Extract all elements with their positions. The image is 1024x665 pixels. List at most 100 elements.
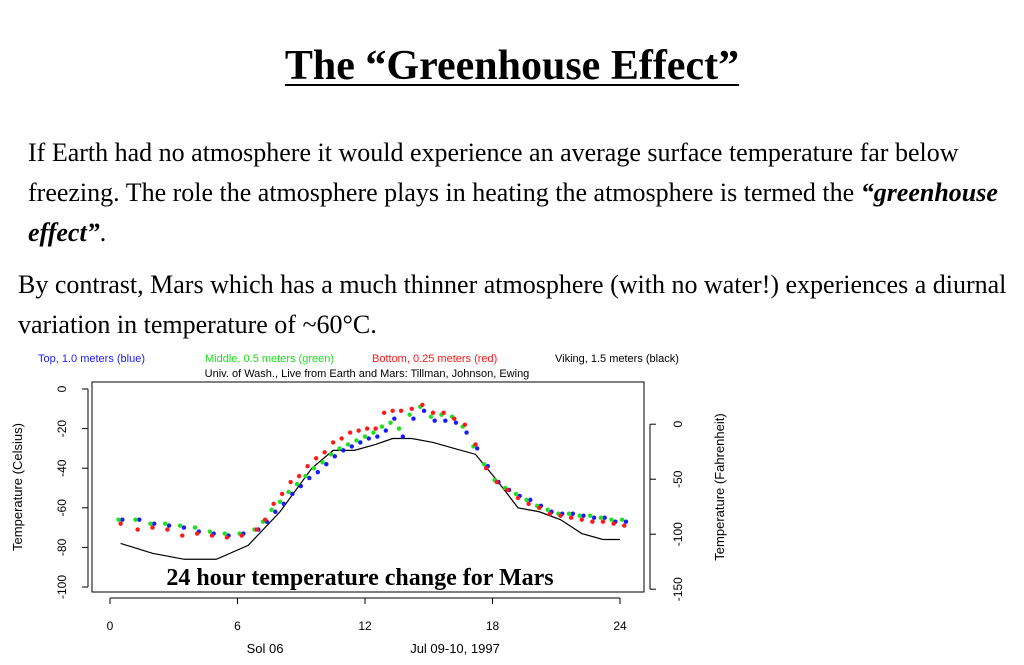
top-series-point [298,483,304,489]
top-series-point [349,444,355,449]
bottom-series-point [611,521,616,526]
y-tick-label: -100 [55,575,69,599]
middle-series-point [192,525,198,530]
bottom-series-point [420,402,425,408]
x-tick-label: 24 [613,619,627,633]
middle-series-point [513,491,519,497]
middle-series-point [345,442,351,447]
middle-series-point [320,460,325,465]
top-series-point [120,517,125,522]
middle-series-point [481,462,487,467]
x-axis-label-date: Jul 09-10, 1997 [410,641,500,656]
x-tick-label: 18 [486,619,500,633]
bottom-series-point [390,408,395,413]
bottom-series-point [505,487,510,493]
bottom-series-point [600,519,606,524]
top-series-point [443,418,448,423]
top-series-point [273,509,278,514]
bottom-series-point [515,495,521,501]
plot-frame [91,381,645,593]
bottom-series-point [356,428,361,433]
bottom-series-point [135,527,140,532]
y-tick-label: -80 [55,538,69,556]
bottom-series-point [194,531,200,536]
top-series-point [358,440,363,445]
middle-series-point [407,412,412,417]
bottom-series-point [373,426,378,431]
top-series-point [570,511,576,516]
top-series-point [383,428,389,433]
middle-series-point [207,529,213,534]
y2-tick-label: -150 [671,577,685,601]
x-tick-label: 12 [358,619,372,633]
bottom-series-point [165,527,170,532]
top-series-point [152,521,157,526]
bottom-series-point [296,473,302,479]
bottom-series-point [579,517,584,522]
x-tick-label: 0 [107,619,114,633]
bottom-series-point [279,491,285,497]
legend-bottom: Bottom, 0.25 meters (red) [372,353,497,365]
bottom-series-point [239,533,244,538]
bottom-series-point [381,410,387,415]
chart-subtitle: Univ. of Wash., Live from Earth and Mars… [205,368,530,380]
x-axis-label-sol: Sol 06 [247,641,284,656]
top-series-point [421,408,427,413]
y2-tick-label: -50 [671,470,685,488]
bottom-series-point [409,406,414,411]
greenhouse-effect-term: “greenhouse effect” [28,178,998,247]
top-series-point [591,515,597,520]
middle-series-point [354,438,359,443]
intro-paragraph: If Earth had no atmosphere it would expe… [28,133,1008,253]
middle-series-point [222,531,227,536]
bottom-series-point [622,523,627,528]
middle-series-point [133,517,138,522]
bottom-series-point [364,426,370,431]
x-tick-label: 6 [234,619,241,633]
bottom-series-point [209,533,215,538]
top-series-point [464,430,469,435]
top-series-point [623,519,629,524]
middle-series-point [598,515,604,520]
middle-series-point [311,466,317,471]
slide-title: The “Greenhouse Effect” [284,43,740,89]
y-axis-label-celsius: Temperature (Celsius) [10,423,25,551]
bottom-series-point [547,511,553,516]
top-series-point [528,497,533,503]
middle-series-point [588,513,593,518]
top-series-point [581,513,586,518]
bottom-series-point [288,479,293,485]
bottom-series-point [441,410,446,415]
mars-temperature-chart: Top, 1.0 meters (blue) Middle, 0.5 meter… [10,353,727,656]
bottom-series-point [339,436,344,441]
top-series-point [375,434,380,439]
y2-tick-label: 0 [671,421,685,428]
bottom-series-point [590,519,595,524]
bottom-series-point [558,513,563,518]
middle-series-point [294,481,300,487]
bottom-series-point [526,501,531,507]
middle-series-point [609,517,614,522]
top-series-point [290,491,295,497]
bottom-series-point [150,525,155,530]
bottom-series-point [330,440,336,445]
top-series-point [411,416,416,421]
middle-series-point [148,521,153,526]
top-series-point [181,525,187,530]
middle-series-point [337,446,342,451]
top-series-point [400,434,406,439]
y-tick-label: 0 [55,385,69,392]
top-series-point [341,448,346,453]
mars-paragraph: By contrast, Mars which has a much thinn… [18,270,1007,339]
intro-text: If Earth had no atmosphere it would expe… [28,138,959,207]
middle-series-point [269,507,274,512]
middle-series-point [577,513,582,518]
middle-series-point [619,517,625,522]
top-series-point [307,475,312,481]
bottom-series-point [271,501,276,507]
middle-series-point [524,497,529,503]
chart-caption: 24 hour temperature change for Mars [166,565,554,591]
legend-top: Top, 1.0 meters (blue) [38,353,145,365]
middle-series-point [116,517,121,522]
y-tick-label: -40 [55,459,69,477]
